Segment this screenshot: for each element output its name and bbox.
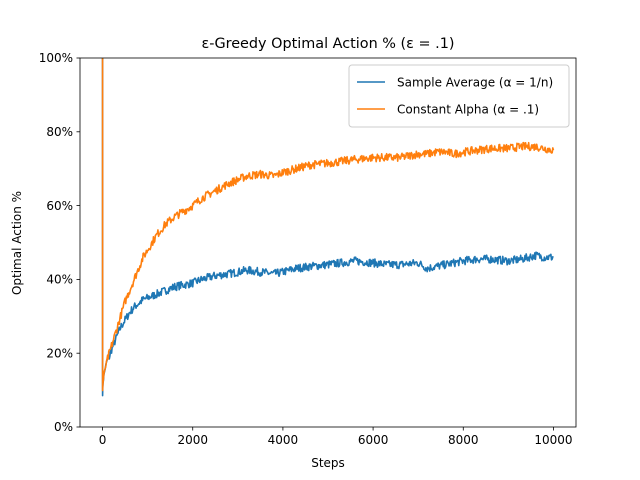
y-tick-label: 100%	[39, 51, 73, 65]
x-tick-label: 2000	[177, 433, 208, 447]
y-tick-label: 60%	[46, 199, 73, 213]
x-tick-label: 6000	[358, 433, 389, 447]
y-axis-label: Optimal Action %	[10, 191, 24, 295]
series-line-1	[101, 57, 554, 397]
chart-title: ε-Greedy Optimal Action % (ε = .1)	[201, 36, 454, 52]
x-tick-label: 10000	[534, 433, 572, 447]
legend-label-1: Sample Average (α = 1/n)	[397, 75, 553, 89]
legend: Sample Average (α = 1/n) Constant Alpha (…	[348, 64, 570, 128]
legend-box	[348, 64, 570, 128]
x-tick-label: 0	[99, 433, 107, 447]
x-tick-label: 4000	[268, 433, 299, 447]
y-tick-label: 0%	[54, 420, 73, 434]
y-axis: 0% 20% 40% 60% 80% 100%	[39, 51, 80, 434]
x-axis: 0 2000 4000 6000 8000 10000	[99, 427, 573, 447]
x-tick-label: 8000	[448, 433, 479, 447]
x-axis-label: Steps	[311, 456, 345, 470]
y-tick-label: 40%	[46, 273, 73, 287]
legend-label-2: Constant Alpha (α = .1)	[397, 102, 539, 116]
series-line-2	[101, 57, 555, 392]
plot-lines	[101, 57, 555, 397]
y-tick-label: 80%	[46, 125, 73, 139]
plot-frame	[79, 57, 577, 428]
y-tick-label: 20%	[46, 346, 73, 360]
